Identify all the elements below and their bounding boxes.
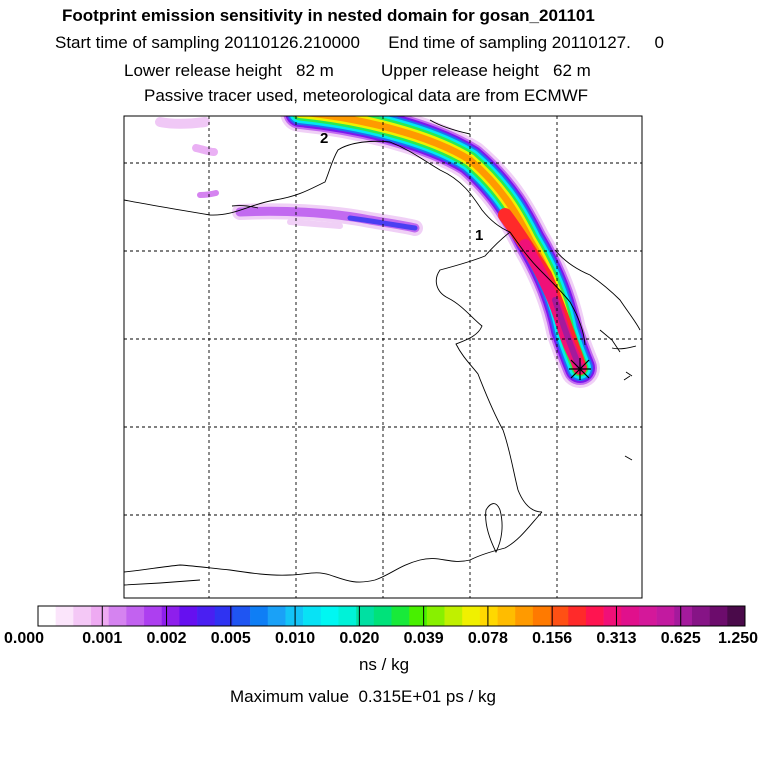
colorbar-tick-label: 1.250 [717, 630, 759, 647]
colorbar-swatch [38, 606, 56, 626]
colorbar-swatch [214, 606, 233, 626]
colorbar-tick-label: 0.156 [532, 630, 573, 647]
colorbar-swatch [250, 606, 269, 626]
colorbar-swatch [73, 606, 92, 626]
colorbar-swatch [179, 606, 198, 626]
colorbar-swatch [126, 606, 145, 626]
tracer-info: Passive tracer used, meteorological data… [144, 86, 589, 105]
colorbar-swatch [232, 606, 251, 626]
colorbar-swatch [638, 606, 657, 626]
secondary-plume [155, 117, 423, 236]
colorbar-swatch [568, 606, 587, 626]
colorbar-swatch [267, 606, 286, 626]
colorbar-tick-label: 0.039 [403, 630, 444, 647]
coastlines [124, 119, 641, 586]
colorbar-swatch [532, 606, 551, 626]
emission-plume [280, 116, 600, 388]
colorbar-swatch [709, 606, 728, 626]
colorbar-swatch [197, 606, 216, 626]
colorbar-swatch [303, 606, 322, 626]
colorbar-swatch [144, 606, 163, 626]
colorbar-swatch [479, 606, 498, 626]
colorbar-tick-label: 0.001 [82, 630, 123, 647]
colorbar-swatch [444, 606, 463, 626]
colorbar-swatch [621, 606, 640, 626]
colorbar-swatch [55, 606, 74, 626]
map-frame [123, 115, 643, 599]
colorbar-swatch [585, 606, 604, 626]
colorbar-unit: ns / kg [358, 655, 410, 674]
colorbar-frame [37, 605, 746, 627]
trajectory-label-1: 1 [475, 227, 483, 244]
graticule [124, 116, 642, 598]
colorbar-swatch [320, 606, 339, 626]
colorbar-tick-label: 0.002 [146, 630, 187, 647]
colorbar-swatch [409, 606, 428, 626]
colorbar-swatch [603, 606, 622, 626]
colorbar-swatch [691, 606, 710, 626]
colorbar-swatch [462, 606, 481, 626]
colorbar-swatch [373, 606, 392, 626]
colorbar-swatch [497, 606, 516, 626]
colorbar-swatch [674, 606, 693, 626]
colorbar-swatch [338, 606, 357, 626]
trajectory-label-2: 2 [320, 130, 328, 147]
colorbar-tick-label: 0.078 [467, 630, 508, 647]
colorbar-swatch [91, 606, 109, 626]
colorbar-tick-label: 0.005 [210, 630, 251, 647]
colorbar-swatch [727, 606, 746, 626]
colorbar-tick-label: 0.000 [3, 630, 45, 647]
colorbar-swatch [108, 606, 127, 626]
colorbar-tick-label: 0.020 [339, 630, 380, 647]
colorbar-swatch [426, 606, 445, 626]
sampling-times: Start time of sampling 20110126.210000 E… [55, 33, 664, 52]
receptor-star-icon [569, 358, 591, 380]
colorbar-swatch [285, 606, 304, 626]
maximum-value: Maximum value 0.315E+01 ps / kg [230, 687, 496, 706]
colorbar-swatch [515, 606, 534, 626]
colorbar-swatch [356, 606, 375, 626]
colorbar-swatch [550, 606, 569, 626]
colorbar-tick-label: 0.010 [275, 630, 316, 647]
colorbar-tick-label: 0.313 [596, 630, 637, 647]
colorbar [37, 605, 746, 627]
colorbar-swatch [391, 606, 410, 626]
plot-title: Footprint emission sensitivity in nested… [62, 6, 595, 25]
colorbar-swatch [656, 606, 675, 626]
release-heights: Lower release height 82 m Upper release … [124, 61, 591, 80]
colorbar-swatch [161, 606, 180, 626]
colorbar-tick-label: 0.625 [660, 630, 701, 647]
